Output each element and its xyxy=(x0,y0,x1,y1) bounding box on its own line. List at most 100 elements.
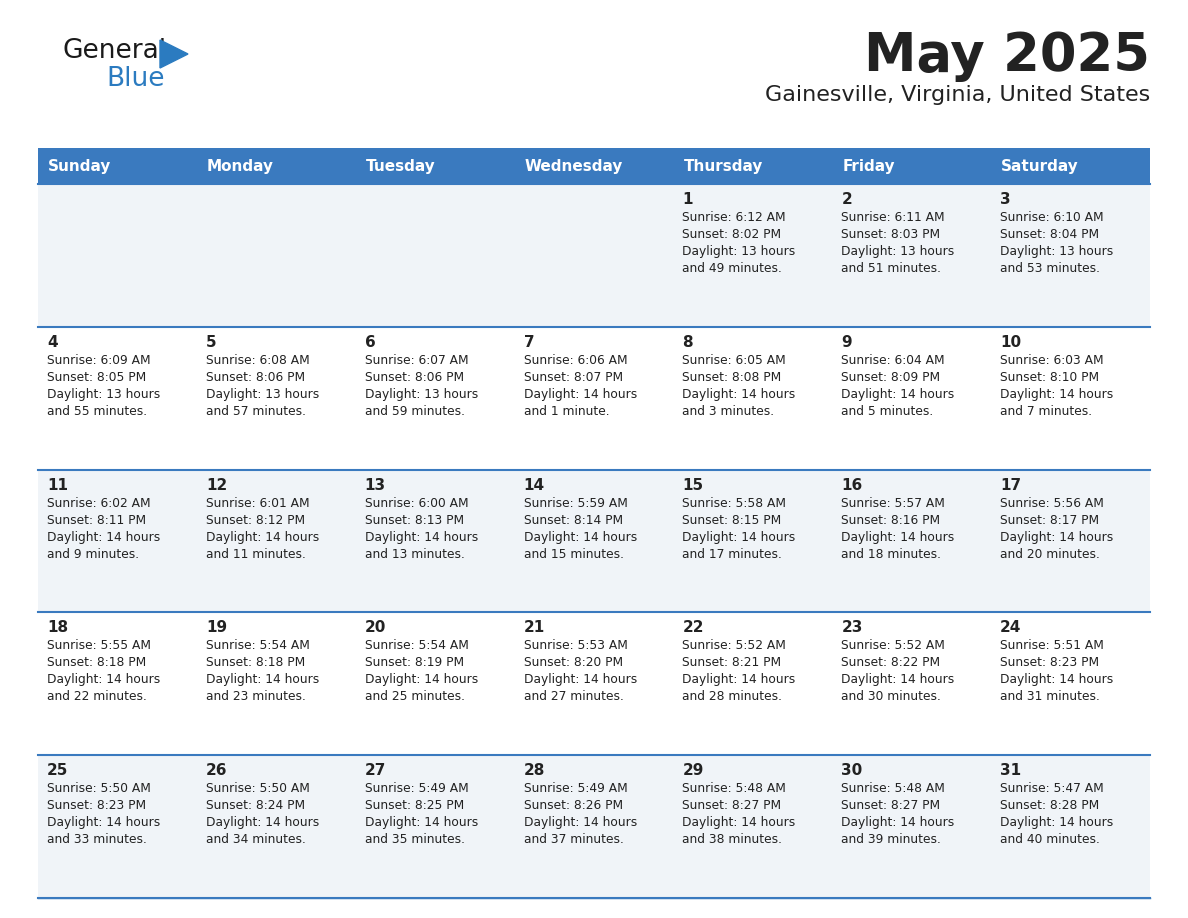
Text: Daylight: 14 hours: Daylight: 14 hours xyxy=(48,531,160,543)
Text: Daylight: 14 hours: Daylight: 14 hours xyxy=(206,531,320,543)
Bar xyxy=(514,612,674,756)
Text: Sunrise: 5:47 AM: Sunrise: 5:47 AM xyxy=(1000,782,1104,795)
Bar xyxy=(355,612,514,756)
Text: 8: 8 xyxy=(682,335,693,350)
Bar xyxy=(197,184,355,327)
Polygon shape xyxy=(160,40,188,68)
Text: Sunset: 8:03 PM: Sunset: 8:03 PM xyxy=(841,228,941,241)
Text: Daylight: 14 hours: Daylight: 14 hours xyxy=(524,674,637,687)
Bar xyxy=(991,612,1150,756)
Text: Sunset: 8:17 PM: Sunset: 8:17 PM xyxy=(1000,513,1099,527)
Text: Daylight: 13 hours: Daylight: 13 hours xyxy=(48,387,160,401)
Text: Daylight: 14 hours: Daylight: 14 hours xyxy=(365,674,478,687)
Text: and 35 minutes.: and 35 minutes. xyxy=(365,834,465,846)
Text: Daylight: 14 hours: Daylight: 14 hours xyxy=(1000,816,1113,829)
Text: 23: 23 xyxy=(841,621,862,635)
Text: and 59 minutes.: and 59 minutes. xyxy=(365,405,465,418)
Text: 9: 9 xyxy=(841,335,852,350)
Bar xyxy=(991,327,1150,470)
Text: Daylight: 13 hours: Daylight: 13 hours xyxy=(1000,245,1113,258)
Text: and 55 minutes.: and 55 minutes. xyxy=(48,405,147,418)
Text: Daylight: 14 hours: Daylight: 14 hours xyxy=(1000,531,1113,543)
Text: and 13 minutes.: and 13 minutes. xyxy=(365,548,465,561)
Bar xyxy=(355,148,514,184)
Bar xyxy=(38,756,197,898)
Text: Thursday: Thursday xyxy=(683,159,763,174)
Text: Sunset: 8:09 PM: Sunset: 8:09 PM xyxy=(841,371,941,384)
Bar xyxy=(991,756,1150,898)
Text: Sunset: 8:16 PM: Sunset: 8:16 PM xyxy=(841,513,941,527)
Text: Sunrise: 6:08 AM: Sunrise: 6:08 AM xyxy=(206,353,310,367)
Text: Sunset: 8:07 PM: Sunset: 8:07 PM xyxy=(524,371,623,384)
Text: 30: 30 xyxy=(841,763,862,778)
Text: 28: 28 xyxy=(524,763,545,778)
Text: and 3 minutes.: and 3 minutes. xyxy=(682,405,775,418)
Text: 24: 24 xyxy=(1000,621,1022,635)
Text: Daylight: 13 hours: Daylight: 13 hours xyxy=(206,387,320,401)
Bar xyxy=(197,327,355,470)
Text: Saturday: Saturday xyxy=(1001,159,1079,174)
Text: Daylight: 14 hours: Daylight: 14 hours xyxy=(48,674,160,687)
Text: Sunrise: 6:04 AM: Sunrise: 6:04 AM xyxy=(841,353,944,367)
Text: Sunset: 8:23 PM: Sunset: 8:23 PM xyxy=(1000,656,1099,669)
Text: Sunset: 8:04 PM: Sunset: 8:04 PM xyxy=(1000,228,1099,241)
Text: Sunrise: 5:57 AM: Sunrise: 5:57 AM xyxy=(841,497,946,509)
Text: Daylight: 14 hours: Daylight: 14 hours xyxy=(206,816,320,829)
Text: Sunset: 8:18 PM: Sunset: 8:18 PM xyxy=(48,656,146,669)
Text: Sunrise: 5:59 AM: Sunrise: 5:59 AM xyxy=(524,497,627,509)
Text: Tuesday: Tuesday xyxy=(366,159,436,174)
Bar xyxy=(514,756,674,898)
Text: Daylight: 14 hours: Daylight: 14 hours xyxy=(48,816,160,829)
Text: 27: 27 xyxy=(365,763,386,778)
Text: General: General xyxy=(62,38,166,64)
Text: Sunrise: 5:49 AM: Sunrise: 5:49 AM xyxy=(524,782,627,795)
Text: Daylight: 14 hours: Daylight: 14 hours xyxy=(1000,387,1113,401)
Text: 7: 7 xyxy=(524,335,535,350)
Text: 31: 31 xyxy=(1000,763,1022,778)
Text: Sunset: 8:25 PM: Sunset: 8:25 PM xyxy=(365,800,465,812)
Text: Sunset: 8:02 PM: Sunset: 8:02 PM xyxy=(682,228,782,241)
Text: Sunset: 8:21 PM: Sunset: 8:21 PM xyxy=(682,656,782,669)
Bar xyxy=(38,327,197,470)
Text: Sunset: 8:06 PM: Sunset: 8:06 PM xyxy=(365,371,463,384)
Text: Sunrise: 6:10 AM: Sunrise: 6:10 AM xyxy=(1000,211,1104,224)
Text: Sunset: 8:27 PM: Sunset: 8:27 PM xyxy=(682,800,782,812)
Text: 6: 6 xyxy=(365,335,375,350)
Text: Sunset: 8:18 PM: Sunset: 8:18 PM xyxy=(206,656,305,669)
Text: 18: 18 xyxy=(48,621,68,635)
Text: Sunrise: 5:51 AM: Sunrise: 5:51 AM xyxy=(1000,640,1104,653)
Text: and 39 minutes.: and 39 minutes. xyxy=(841,834,941,846)
Text: Daylight: 14 hours: Daylight: 14 hours xyxy=(682,816,796,829)
Bar xyxy=(38,470,197,612)
Text: and 25 minutes.: and 25 minutes. xyxy=(365,690,465,703)
Text: Daylight: 14 hours: Daylight: 14 hours xyxy=(206,674,320,687)
Text: and 33 minutes.: and 33 minutes. xyxy=(48,834,147,846)
Text: and 28 minutes.: and 28 minutes. xyxy=(682,690,783,703)
Text: Sunset: 8:05 PM: Sunset: 8:05 PM xyxy=(48,371,146,384)
Text: Friday: Friday xyxy=(842,159,895,174)
Bar xyxy=(197,470,355,612)
Bar xyxy=(833,184,991,327)
Text: Sunrise: 6:02 AM: Sunrise: 6:02 AM xyxy=(48,497,151,509)
Bar xyxy=(991,148,1150,184)
Bar xyxy=(674,148,833,184)
Text: Sunrise: 5:54 AM: Sunrise: 5:54 AM xyxy=(365,640,468,653)
Text: Sunrise: 6:12 AM: Sunrise: 6:12 AM xyxy=(682,211,786,224)
Text: Sunrise: 5:48 AM: Sunrise: 5:48 AM xyxy=(841,782,946,795)
Text: 26: 26 xyxy=(206,763,227,778)
Text: Sunset: 8:28 PM: Sunset: 8:28 PM xyxy=(1000,800,1099,812)
Text: Sunset: 8:15 PM: Sunset: 8:15 PM xyxy=(682,513,782,527)
Bar xyxy=(197,612,355,756)
Bar xyxy=(355,756,514,898)
Text: Sunset: 8:08 PM: Sunset: 8:08 PM xyxy=(682,371,782,384)
Text: Gainesville, Virginia, United States: Gainesville, Virginia, United States xyxy=(765,85,1150,105)
Bar xyxy=(514,470,674,612)
Bar xyxy=(514,148,674,184)
Text: and 51 minutes.: and 51 minutes. xyxy=(841,262,941,275)
Text: Monday: Monday xyxy=(207,159,274,174)
Text: Blue: Blue xyxy=(106,66,164,92)
Text: Sunrise: 5:48 AM: Sunrise: 5:48 AM xyxy=(682,782,786,795)
Text: Sunrise: 6:00 AM: Sunrise: 6:00 AM xyxy=(365,497,468,509)
Bar xyxy=(833,327,991,470)
Text: Sunrise: 5:53 AM: Sunrise: 5:53 AM xyxy=(524,640,627,653)
